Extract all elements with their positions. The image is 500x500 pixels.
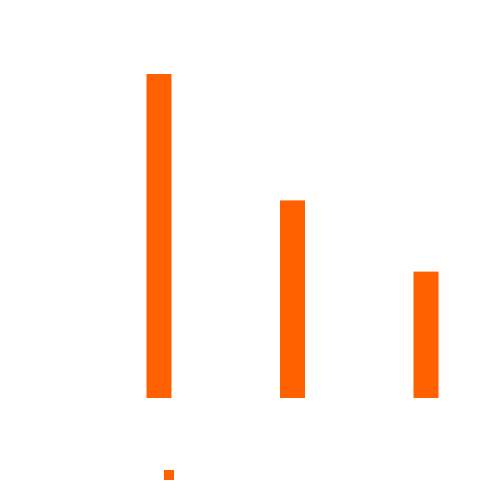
bar-1	[146, 74, 172, 398]
legend-swatch	[164, 470, 174, 480]
legend	[164, 470, 174, 480]
bars-group	[146, 74, 439, 398]
bar-3	[413, 271, 439, 398]
bar-2	[280, 200, 305, 398]
